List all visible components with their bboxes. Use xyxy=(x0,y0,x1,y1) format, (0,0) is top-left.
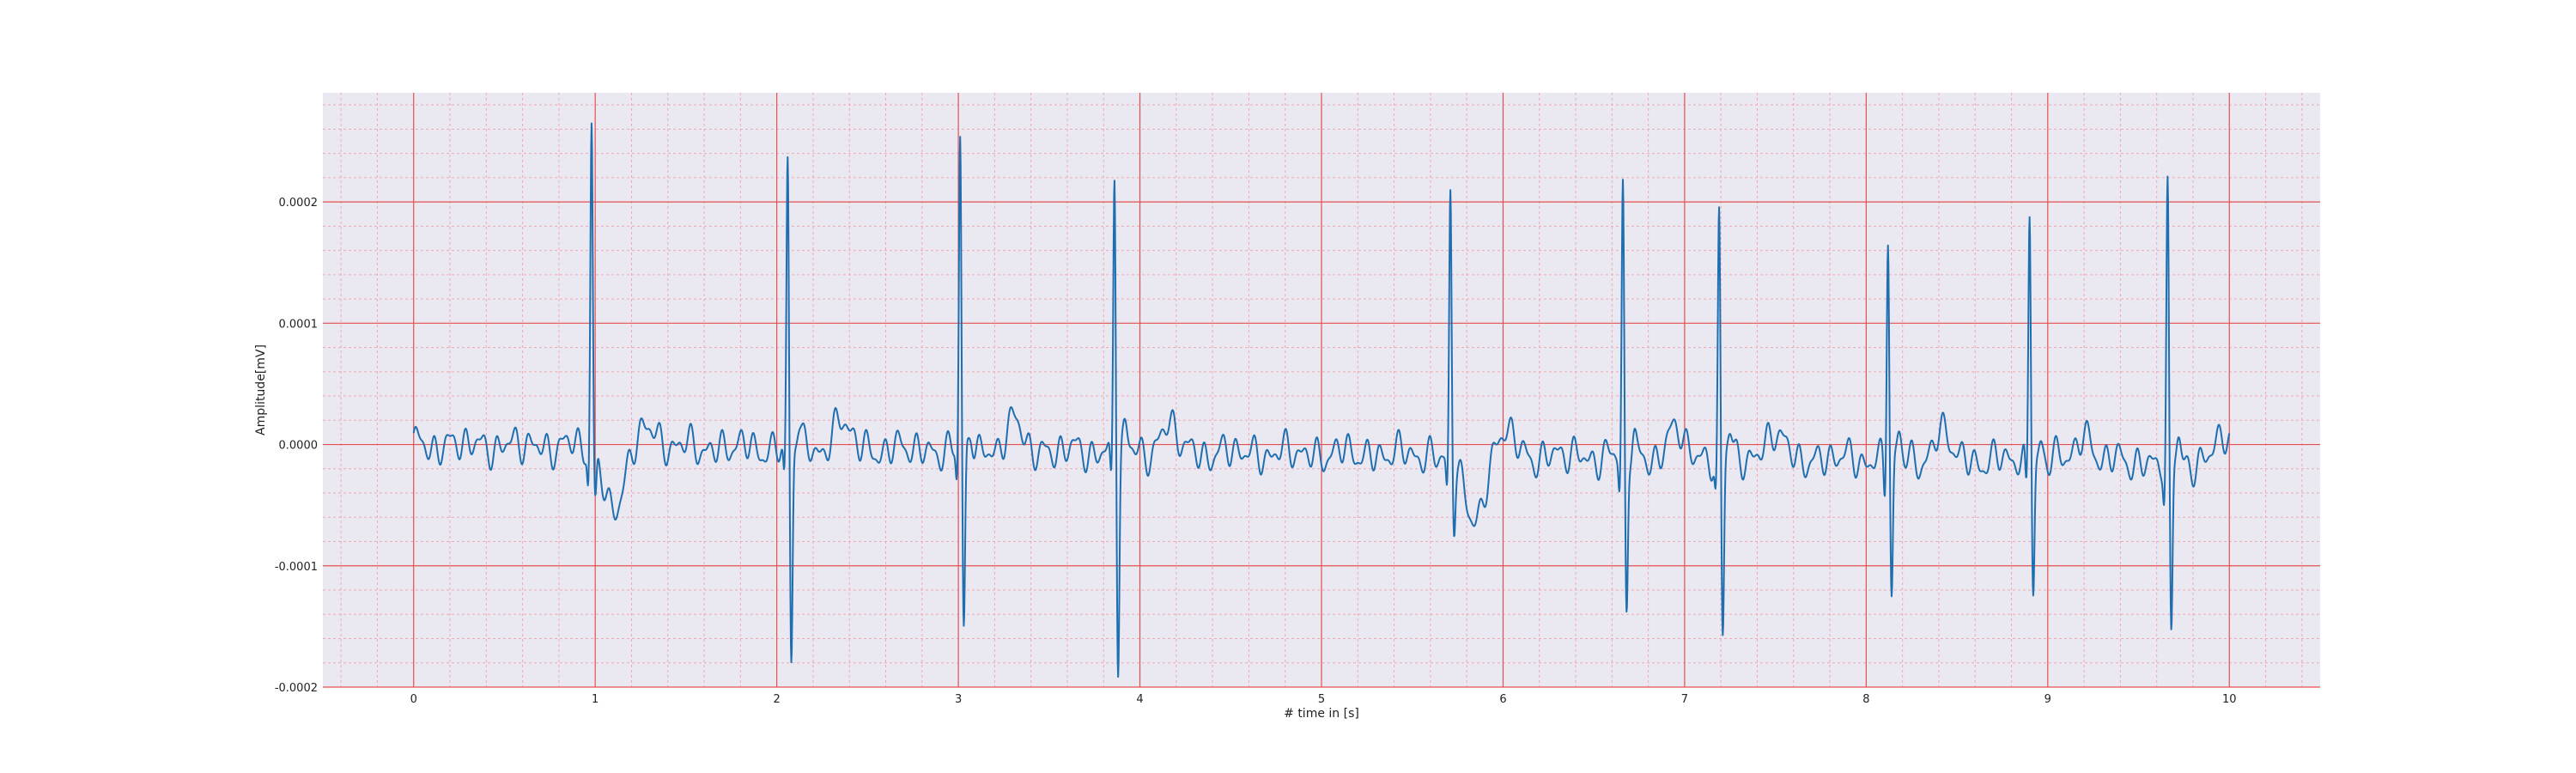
x-tick-label: 7 xyxy=(1681,693,1688,706)
ecg-series-line xyxy=(412,122,2231,679)
x-axis-label: # time in [s] xyxy=(1284,707,1359,721)
minor-grid xyxy=(323,93,2320,687)
y-tick-label: 0.0000 xyxy=(279,440,319,453)
x-tick-label: 8 xyxy=(1862,693,1869,706)
x-tick-label: 1 xyxy=(592,693,598,706)
series-layer xyxy=(412,122,2231,679)
x-tick-labels: 0 1 2 3 4 5 6 7 8 9 10 xyxy=(410,693,2237,706)
y-axis-label: Amplitude[mV] xyxy=(254,344,268,435)
x-tick-label: 0 xyxy=(410,693,417,706)
major-grid xyxy=(323,93,2320,688)
y-tick-label: -0.0001 xyxy=(275,561,318,574)
x-tick-label: 5 xyxy=(1318,693,1325,706)
x-tick-label: 6 xyxy=(1499,693,1506,706)
y-tick-label: 0.0001 xyxy=(279,318,319,331)
x-tick-label: 10 xyxy=(2222,693,2237,706)
x-tick-label: 3 xyxy=(955,693,962,706)
x-tick-label: 4 xyxy=(1136,693,1143,706)
x-tick-label: 2 xyxy=(773,693,780,706)
y-tick-labels: -0.0002 -0.0001 0.0000 0.0001 0.0002 xyxy=(275,197,318,695)
y-tick-label: -0.0002 xyxy=(275,682,318,695)
y-tick-label: 0.0002 xyxy=(279,197,319,210)
x-tick-label: 9 xyxy=(2044,693,2051,706)
